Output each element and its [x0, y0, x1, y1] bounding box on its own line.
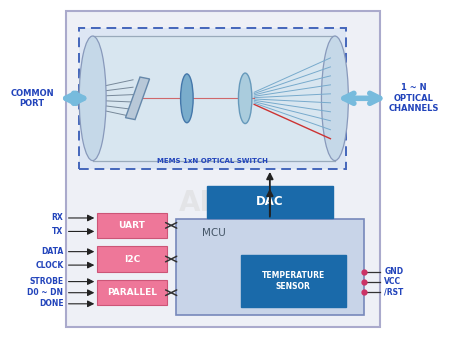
Ellipse shape [321, 36, 348, 161]
Text: TX: TX [52, 227, 63, 236]
Bar [79, 28, 346, 169]
Text: GND: GND [384, 267, 403, 276]
Text: CLOCK: CLOCK [35, 261, 63, 270]
Text: PARALLEL: PARALLEL [107, 288, 157, 297]
Text: AMAX: AMAX [179, 189, 271, 217]
Ellipse shape [238, 73, 252, 124]
Text: MEMS 1xN OPTICAL SWITCH: MEMS 1xN OPTICAL SWITCH [157, 158, 268, 164]
Text: MCU: MCU [202, 228, 225, 238]
Bar [93, 36, 335, 161]
Bar [66, 11, 380, 327]
Text: RX: RX [52, 214, 63, 222]
Text: DAC: DAC [256, 195, 284, 208]
Bar [97, 213, 166, 238]
Text: VCC: VCC [384, 277, 401, 286]
Text: DONE: DONE [39, 299, 63, 308]
Text: TEMPERATURE
SENSOR: TEMPERATURE SENSOR [262, 271, 325, 291]
Text: D0 ~ DN: D0 ~ DN [27, 288, 63, 297]
Text: DATA: DATA [41, 247, 63, 256]
Ellipse shape [79, 36, 106, 161]
Text: I2C: I2C [124, 255, 140, 264]
Ellipse shape [180, 74, 193, 123]
Text: /RST: /RST [384, 287, 404, 296]
Bar [176, 219, 364, 315]
Bar [126, 77, 149, 120]
Bar [241, 255, 346, 307]
Text: STROBE: STROBE [29, 277, 63, 286]
Bar [97, 246, 166, 272]
Text: COMMON
PORT: COMMON PORT [10, 89, 54, 108]
Bar [207, 186, 333, 218]
Text: 1 ~ N
OPTICAL
CHANNELS: 1 ~ N OPTICAL CHANNELS [388, 83, 439, 113]
Text: UART: UART [118, 221, 145, 230]
Bar [97, 280, 166, 305]
